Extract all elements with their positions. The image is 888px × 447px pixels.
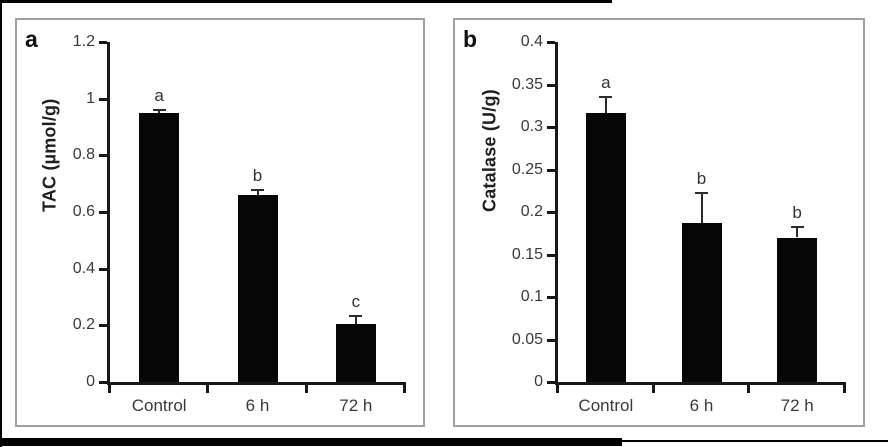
error-bar-line	[604, 97, 607, 113]
significance-letter: b	[696, 169, 707, 189]
x-axis-line	[555, 382, 846, 385]
y-axis-line	[107, 42, 110, 385]
y-tick-label: 1.2	[72, 33, 95, 50]
bar-control	[585, 112, 626, 382]
y-tick-label: 0.15	[511, 245, 543, 263]
significance-letter: b	[252, 166, 263, 186]
bar-72h	[335, 323, 376, 382]
y-tick-mark	[99, 97, 107, 101]
x-category-label: 72 h	[780, 396, 814, 415]
y-axis-line	[555, 42, 558, 385]
y-tick-mark	[547, 211, 555, 214]
y-tick-label: 0.05	[511, 330, 543, 348]
x-tick-mark	[206, 385, 210, 393]
y-tick-label: 0.2	[520, 203, 543, 220]
y-tick-label: 0.8	[72, 146, 95, 164]
y-tick-label: 0.4	[520, 33, 543, 50]
scan-border-bottom-thick	[0, 438, 622, 446]
y-tick-mark	[547, 126, 555, 129]
x-axis-line	[107, 382, 406, 385]
y-tick-mark	[99, 324, 107, 328]
error-bar-line	[158, 110, 161, 113]
panel-label-a: a	[25, 26, 38, 52]
x-category-label: Control	[131, 396, 187, 415]
y-tick-label: 0.25	[511, 160, 543, 178]
y-tick-mark	[99, 211, 107, 214]
panel-label-b: b	[463, 26, 478, 52]
y-tick-label: 0	[534, 373, 543, 390]
x-category-label: Control	[578, 396, 634, 415]
bar-control	[139, 112, 180, 382]
y-tick-label: 0.3	[520, 118, 543, 135]
y-tick-mark	[99, 267, 107, 271]
x-category-label: 6 h	[245, 396, 270, 415]
x-tick-mark	[108, 385, 111, 393]
significance-letter: c	[351, 292, 361, 312]
y-tick-mark	[547, 83, 555, 87]
y-tick-mark	[547, 253, 555, 257]
y-tick-label: 1	[86, 89, 95, 107]
significance-letter: a	[601, 73, 611, 93]
bar-72h	[777, 237, 818, 382]
scan-border-left	[0, 0, 2, 447]
significance-letter: a	[154, 86, 164, 105]
x-tick-mark	[651, 385, 655, 393]
bar-6h	[237, 195, 278, 382]
y-tick-label: 0.6	[72, 203, 95, 220]
y-tick-label: 0.2	[72, 316, 95, 334]
y-tick-mark	[547, 296, 555, 299]
error-bar-line	[256, 190, 259, 195]
x-tick-mark	[747, 385, 751, 393]
error-bar-cap	[349, 315, 363, 318]
y-tick-mark	[99, 154, 107, 158]
y-tick-label: 0	[86, 373, 95, 390]
chart-panel-a: a TAC (µmol/g) 0 0.2 0.4 0.6 0.8 1 1.2 a Control…	[15, 18, 425, 427]
y-tick-mark	[547, 168, 555, 172]
plot-area: 0 0.2 0.4 0.6 0.8 1 1.2 a Control b 6 h c 72 h	[17, 20, 423, 425]
error-bar-cap	[599, 96, 613, 99]
y-tick-mark	[547, 381, 555, 384]
error-bar-cap	[152, 109, 166, 111]
error-bar-line	[354, 316, 357, 324]
error-bar-cap	[695, 192, 708, 195]
x-tick-mark	[304, 385, 308, 393]
x-tick-mark	[843, 385, 846, 393]
x-tick-mark	[556, 385, 559, 393]
error-bar-line	[796, 227, 799, 238]
y-tick-mark	[99, 41, 107, 44]
error-bar-cap	[251, 189, 264, 192]
scan-border-top	[0, 0, 612, 3]
y-tick-label: 0.4	[72, 259, 95, 277]
y-tick-label: 0.1	[520, 288, 543, 305]
error-bar-line	[700, 193, 703, 224]
x-category-label: 72 h	[339, 396, 373, 415]
x-tick-mark	[403, 385, 406, 393]
y-tick-mark	[547, 41, 555, 44]
y-tick-mark	[99, 381, 107, 384]
chart-panel-b: b Catalase (U/g) 0 0.05 0.1 0.15 0.2 0.25 0.3 0…	[453, 18, 865, 427]
y-tick-label: 0.35	[511, 75, 543, 93]
x-category-label: 6 h	[689, 396, 714, 415]
bar-6h	[681, 223, 722, 382]
significance-letter: b	[792, 203, 802, 223]
plot-area: 0 0.05 0.1 0.15 0.2 0.25 0.3 0.35 0.4 a Control b 6 …	[455, 20, 863, 425]
error-bar-cap	[790, 226, 804, 229]
y-tick-mark	[547, 338, 555, 342]
